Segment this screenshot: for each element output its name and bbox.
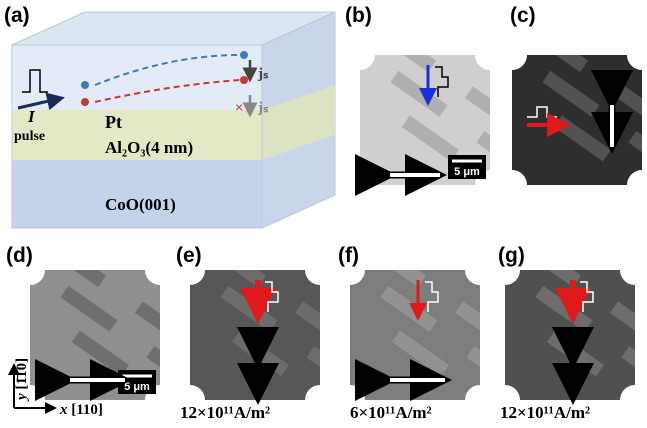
panel-label: (e) bbox=[176, 244, 202, 267]
image-bg bbox=[512, 55, 642, 185]
axis-symbol: x bbox=[59, 402, 68, 418]
panel-label: (f) bbox=[338, 244, 359, 267]
axis-direction: [1̄10] bbox=[14, 358, 30, 390]
microscopy-image bbox=[505, 241, 647, 400]
panel-label: (a) bbox=[4, 4, 30, 27]
scale-label: 5 μm bbox=[454, 166, 480, 178]
x-axis-label: x [110] bbox=[59, 402, 103, 418]
microscopy-image: 5 μm bbox=[360, 26, 534, 185]
panel-label: (d) bbox=[6, 244, 33, 267]
layer-label: CoO(001) bbox=[105, 195, 176, 214]
layer-label: Al₂O₃(4 nm) bbox=[105, 138, 193, 157]
layer-label: Pt bbox=[105, 112, 122, 132]
microscopy-image bbox=[512, 26, 647, 185]
pulse-label: pulse bbox=[14, 129, 45, 144]
spin-current-label: jₛ bbox=[257, 66, 269, 82]
y-axis-label: y [1̄10] bbox=[14, 358, 30, 402]
axis-symbol: y bbox=[14, 393, 30, 402]
axis-direction: [110] bbox=[71, 402, 103, 418]
panel-label: (c) bbox=[510, 4, 536, 27]
current-density: 12×10¹¹A/m² bbox=[500, 403, 590, 422]
figure: × (a) I pulse Pt Al₂O₃(4 nm) CoO(001) jₛ… bbox=[0, 0, 647, 428]
panel-label: (g) bbox=[498, 244, 525, 267]
svg-text:×: × bbox=[235, 99, 243, 115]
current-density: 12×10¹¹A/m² bbox=[180, 403, 270, 422]
scale-label: 5 μm bbox=[124, 381, 150, 393]
panel-label: (b) bbox=[345, 4, 372, 27]
spin-current-label: jₛ bbox=[257, 100, 269, 116]
current-density: 6×10¹¹A/m² bbox=[350, 403, 432, 422]
